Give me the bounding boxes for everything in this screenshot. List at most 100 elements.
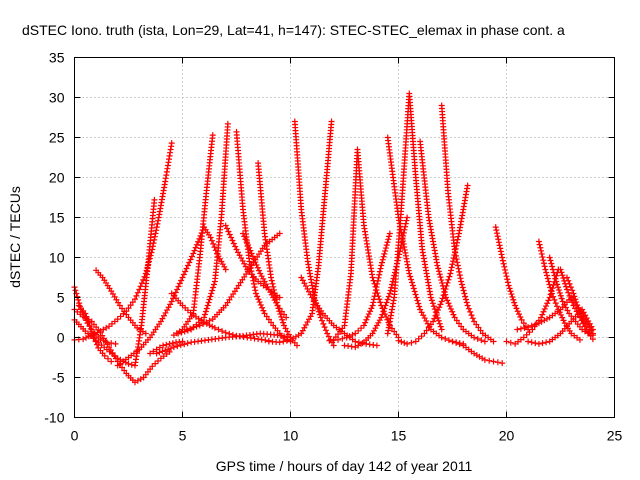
- data-point: [228, 234, 235, 241]
- data-point: [202, 311, 208, 318]
- data-point: [544, 300, 551, 307]
- data-point: [90, 332, 97, 339]
- data-point: [363, 316, 370, 323]
- data-point: [454, 259, 461, 266]
- data-point: [463, 296, 469, 303]
- data-point: [190, 250, 197, 257]
- data-point: [495, 239, 502, 246]
- data-point: [450, 311, 457, 318]
- y-tick-label: 10: [49, 250, 65, 266]
- data-point: [449, 338, 456, 345]
- data-point: [207, 234, 214, 241]
- x-tick-label: 25: [607, 428, 623, 444]
- data-point: [464, 182, 471, 189]
- data-point: [383, 299, 390, 306]
- data-point: [215, 326, 222, 333]
- data-point: [583, 326, 590, 333]
- data-point: [570, 290, 577, 297]
- y-tick-label: 35: [49, 50, 65, 66]
- data-point: [585, 329, 592, 336]
- data-point: [454, 262, 461, 269]
- data-point: [547, 284, 554, 291]
- data-point: [375, 274, 382, 281]
- data-point: [142, 330, 149, 337]
- data-point: [439, 279, 446, 286]
- data-point: [497, 245, 504, 252]
- data-point: [156, 349, 163, 356]
- data-point: [517, 314, 524, 321]
- data-arc: [384, 90, 445, 337]
- data-point: [229, 237, 236, 244]
- data-point: [256, 299, 263, 306]
- data-point: [567, 284, 574, 291]
- x-tick-label: 10: [283, 428, 299, 444]
- data-point: [380, 253, 387, 260]
- data-point: [549, 263, 556, 270]
- data-point: [539, 311, 546, 318]
- data-point: [377, 299, 384, 306]
- data-point: [575, 304, 582, 311]
- data-point: [445, 300, 452, 307]
- data-point: [155, 357, 162, 364]
- data-point: [448, 267, 455, 274]
- data-point: [322, 327, 329, 334]
- data-point: [435, 265, 442, 272]
- data-point: [438, 298, 445, 305]
- data-point: [464, 302, 471, 309]
- data-point: [125, 360, 132, 367]
- data-point: [165, 346, 172, 353]
- data-point: [469, 315, 476, 322]
- data-point: [439, 295, 446, 302]
- data-point: [374, 290, 381, 297]
- data-point: [541, 317, 548, 324]
- data-arc: [417, 138, 488, 345]
- data-point: [490, 338, 497, 345]
- data-point: [187, 256, 194, 263]
- data-point: [226, 231, 233, 238]
- data-arc: [563, 274, 596, 343]
- data-point: [224, 225, 231, 232]
- data-point: [430, 303, 437, 310]
- data-point: [168, 298, 175, 305]
- data-point: [230, 240, 237, 247]
- y-axis: -10 -5 0 5 10 15 20 25 30 35: [44, 50, 615, 426]
- data-point: [504, 276, 511, 283]
- data-point: [241, 233, 248, 240]
- data-point: [582, 323, 589, 330]
- data-point: [269, 280, 276, 287]
- data-point: [587, 332, 594, 339]
- data-point: [571, 293, 578, 300]
- data-point: [463, 299, 470, 306]
- data-point: [493, 227, 500, 234]
- data-point: [370, 277, 377, 284]
- y-tick-label: 20: [49, 170, 65, 186]
- data-point: [358, 325, 365, 332]
- data-point: [410, 285, 417, 292]
- data-point: [339, 335, 346, 342]
- data-point: [375, 293, 382, 300]
- data-point: [516, 311, 523, 318]
- data-point: [495, 236, 502, 243]
- x-tick-label: 0: [71, 428, 79, 444]
- x-axis: 0 5 10 15 20 25: [71, 57, 623, 444]
- data-point: [537, 244, 544, 251]
- data-point: [168, 140, 175, 147]
- y-tick-label: 5: [57, 290, 65, 306]
- data-point: [551, 272, 558, 279]
- data-point: [503, 273, 510, 280]
- data-point: [539, 340, 546, 347]
- data-point: [72, 287, 79, 294]
- data-point: [83, 334, 90, 341]
- plot-frame: [74, 57, 615, 418]
- data-point: [554, 303, 561, 310]
- data-point: [319, 317, 326, 324]
- data-point: [539, 254, 546, 261]
- data-point: [247, 264, 254, 271]
- data-point: [133, 292, 140, 299]
- data-point: [225, 228, 232, 235]
- data-point: [172, 289, 179, 296]
- data-point: [389, 281, 396, 288]
- data-point: [541, 305, 548, 312]
- data-point: [184, 340, 191, 347]
- data-point: [437, 301, 444, 308]
